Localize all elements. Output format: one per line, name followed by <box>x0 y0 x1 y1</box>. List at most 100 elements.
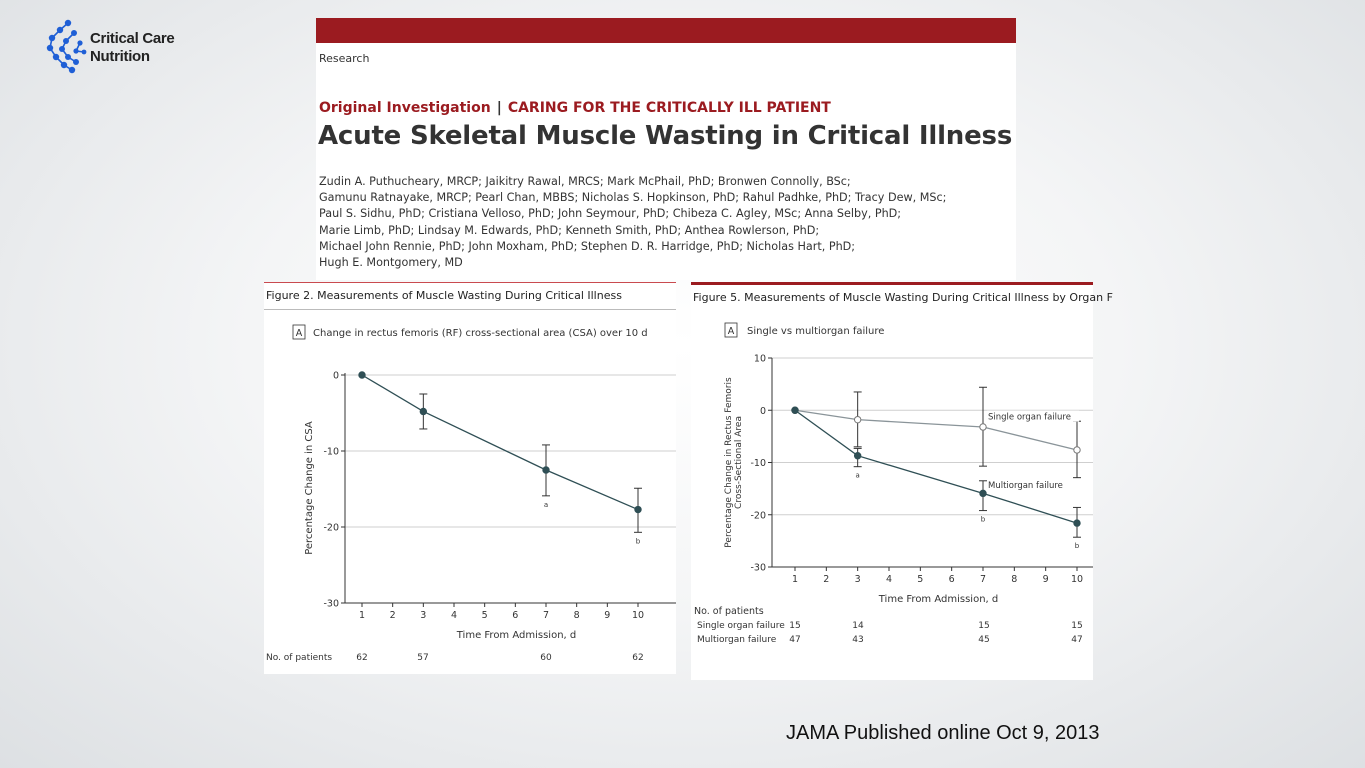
x-tick-label: 3 <box>420 610 426 621</box>
author-line: Michael John Rennie, PhD; John Moxham, P… <box>319 239 856 253</box>
kicker-series: CARING FOR THE CRITICALLY ILL PATIENT <box>507 100 831 116</box>
significance-marker: b <box>636 537 641 545</box>
data-point <box>542 466 550 474</box>
panel-letter-box <box>724 322 738 338</box>
data-point <box>791 406 799 414</box>
panel-letter: A <box>296 328 303 339</box>
y-tick-label: -10 <box>323 447 339 458</box>
significance-marker: b <box>981 516 986 524</box>
kicker-separator: | <box>496 100 502 116</box>
x-tick-label: 9 <box>604 610 610 621</box>
x-tick-label: 10 <box>632 610 644 621</box>
author-line: Paul S. Sidhu, PhD; Cristiana Velloso, P… <box>319 207 902 221</box>
figure-5: Figure 5. Measurements of Muscle Wasting… <box>691 282 1113 680</box>
x-tick-label: 4 <box>451 610 457 621</box>
figure-5-title: Figure 5. Measurements of Muscle Wasting… <box>693 291 1113 304</box>
x-tick-label: 4 <box>886 574 892 585</box>
panel-title: Single vs multiorgan failure <box>747 326 884 337</box>
logo-text-line2: Nutrition <box>90 48 150 65</box>
series-line <box>361 374 639 511</box>
data-point <box>853 452 862 460</box>
significance-marker: b <box>1075 542 1080 550</box>
figure-2-chart: A Change in rectus femoris (RF) cross-se… <box>266 324 676 663</box>
panel-letter: A <box>728 326 735 337</box>
figure-5-chart: A Single vs multiorgan failure No. of pa… <box>694 322 1093 645</box>
y-tick-label: -30 <box>323 599 339 610</box>
y-axis-label: Percentage Change in CSA <box>304 421 315 555</box>
patient-count: 62 <box>356 653 367 663</box>
y-tick-label: -10 <box>750 458 766 469</box>
significance-marker: a <box>856 472 860 480</box>
patient-count: 14 <box>852 621 864 631</box>
patient-count: 57 <box>417 653 428 663</box>
patient-count: 43 <box>852 635 863 645</box>
patient-count: 47 <box>1071 635 1082 645</box>
x-tick-label: 10 <box>1071 574 1083 585</box>
article-header: Research Original Investigation | CARING F… <box>316 18 1016 280</box>
journal-color-bar <box>316 18 1016 43</box>
x-tick-label: 2 <box>390 610 396 621</box>
section-label: Research <box>319 52 370 65</box>
patients-label: No. of patients <box>694 606 764 617</box>
data-point <box>358 371 366 379</box>
patient-count: 15 <box>1071 621 1082 631</box>
figure-2-title: Figure 2. Measurements of Muscle Wasting… <box>266 289 622 302</box>
x-tick-label: 8 <box>574 610 580 621</box>
patient-count: 45 <box>978 635 989 645</box>
article-kicker: Original Investigation | CARING FOR THE CR… <box>319 100 831 116</box>
critical-care-nutrition-logo: Critical Care Nutrition <box>46 18 176 74</box>
significance-marker: a <box>544 501 548 509</box>
row-label-single: Single organ failure <box>697 621 785 631</box>
author-line: Gamunu Ratnayake, MRCP; Pearl Chan, MBBS… <box>319 191 947 205</box>
figure-2-divider <box>264 309 676 310</box>
citation-footer: JAMA Published online Oct 9, 2013 <box>786 722 1100 744</box>
figure-2: Figure 2. Measurements of Muscle Wasting… <box>264 282 676 674</box>
data-point <box>634 505 642 514</box>
series-label: Multiorgan failure <box>988 481 1063 491</box>
data-point <box>853 415 862 424</box>
data-point <box>979 423 987 431</box>
data-point <box>419 407 428 416</box>
x-tick-label: 8 <box>1011 574 1017 585</box>
x-axis-label: Time From Admission, d <box>456 630 577 641</box>
author-line: Hugh E. Montgomery, MD <box>319 256 463 270</box>
patient-count: 60 <box>540 653 552 663</box>
x-tick-label: 6 <box>512 610 518 621</box>
data-point <box>979 489 987 498</box>
article-title: Acute Skeletal Muscle Wasting in Critica… <box>318 121 1013 151</box>
series-label-bg <box>987 479 1065 491</box>
series-label-bg <box>987 410 1079 422</box>
x-tick-label: 1 <box>359 610 365 621</box>
x-tick-label: 5 <box>482 610 488 621</box>
x-tick-label: 5 <box>917 574 923 585</box>
y-tick-label: 10 <box>754 354 766 365</box>
x-tick-label: 1 <box>792 574 798 585</box>
x-tick-label: 6 <box>949 574 955 585</box>
x-axis-label: Time From Admission, d <box>878 594 999 605</box>
y-tick-label: -20 <box>750 510 766 521</box>
x-tick-label: 3 <box>855 574 861 585</box>
x-tick-label: 9 <box>1043 574 1049 585</box>
row-label-multi: Multiorgan failure <box>697 635 777 645</box>
series-line <box>794 409 1078 451</box>
patients-label: No. of patients <box>266 653 332 663</box>
data-point <box>1073 446 1081 454</box>
logo-text-line1: Critical Care <box>90 30 175 47</box>
panel-letter-box <box>292 324 306 340</box>
author-list: Zudin A. Puthucheary, MRCP; Jaikitry Raw… <box>319 174 946 271</box>
x-tick-label: 7 <box>980 574 986 585</box>
logo-mark-icon <box>46 19 87 74</box>
author-line: Marie Limb, PhD; Lindsay M. Edwards, PhD… <box>319 223 820 237</box>
y-tick-label: -30 <box>750 563 766 574</box>
patient-count: 47 <box>789 635 800 645</box>
series-line <box>794 409 1078 524</box>
data-point <box>1073 519 1081 527</box>
x-tick-label: 2 <box>823 574 829 585</box>
author-line: Zudin A. Puthucheary, MRCP; Jaikitry Raw… <box>319 175 851 188</box>
y-tick-label: 0 <box>333 371 339 382</box>
patient-count: 62 <box>632 653 643 663</box>
y-tick-label: 0 <box>760 406 766 417</box>
kicker-type: Original Investigation <box>319 100 491 116</box>
panel-title: Change in rectus femoris (RF) cross-sect… <box>313 328 648 339</box>
x-tick-label: 7 <box>543 610 549 621</box>
